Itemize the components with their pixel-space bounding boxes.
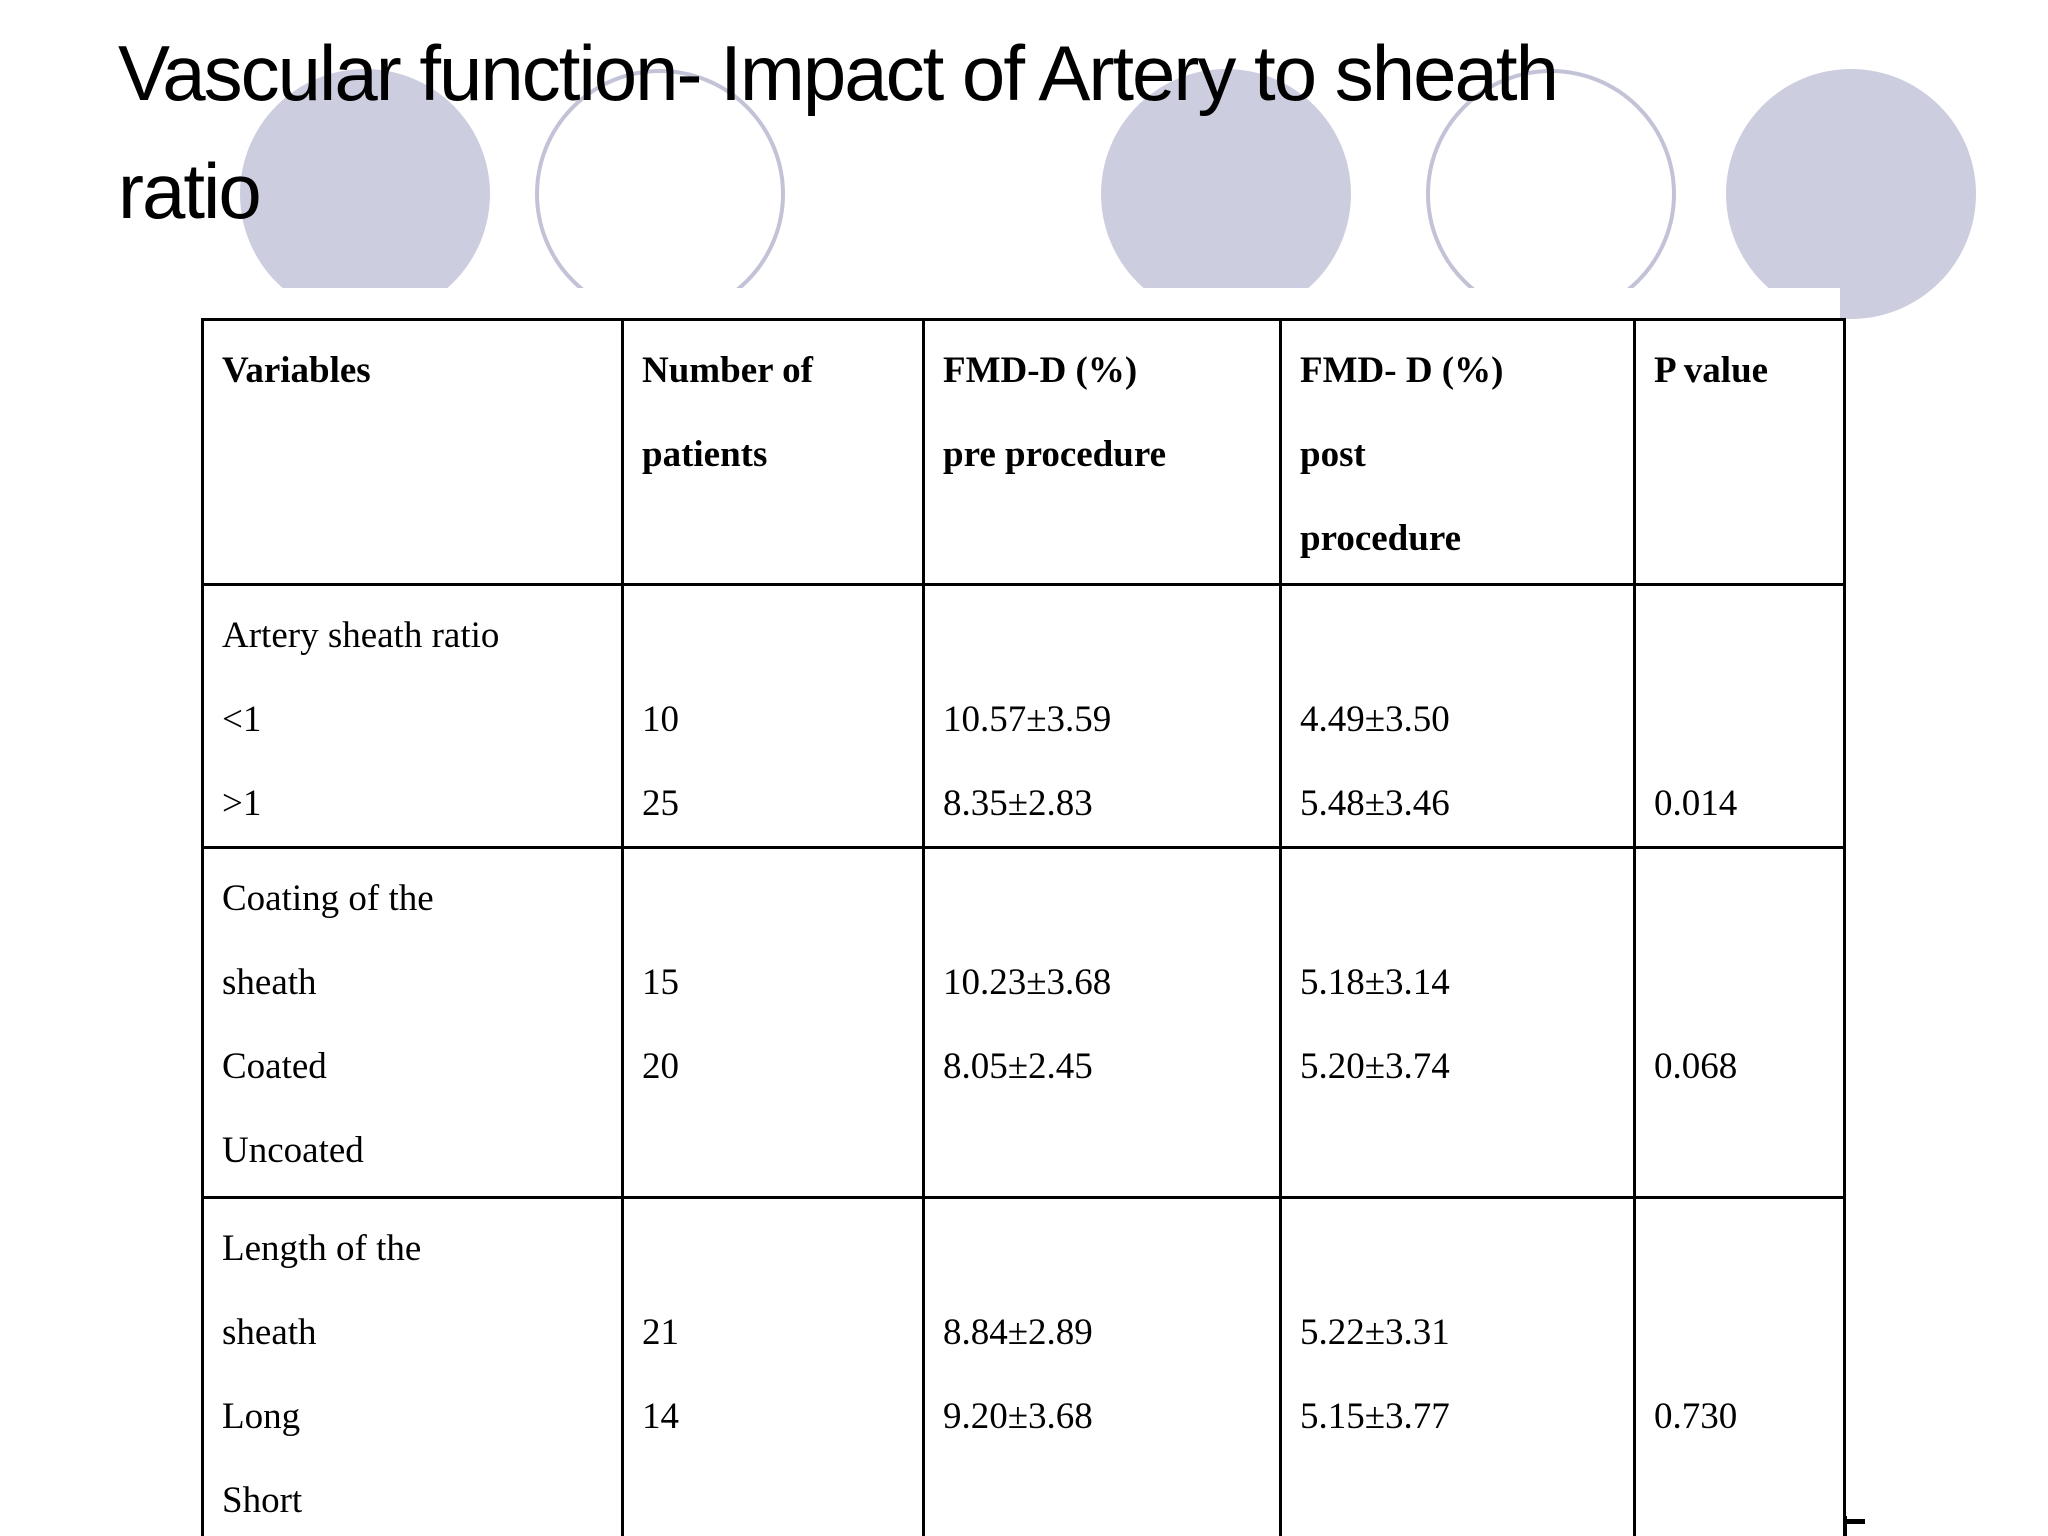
cell-fmd-pre: 8.84±2.89 9.20±3.68 bbox=[922, 1196, 1282, 1536]
cell-n-patients: 10 25 bbox=[621, 583, 925, 849]
cell-p-value: 0.014 bbox=[1633, 583, 1846, 849]
header-p-value: P value bbox=[1633, 318, 1846, 586]
header-number-of-patients: Number of patients bbox=[621, 318, 925, 586]
decorative-circle-filled bbox=[240, 69, 490, 319]
table-row-coating-of-sheath: Coating of the sheath Coated Uncoated 15… bbox=[201, 846, 1846, 1199]
decorative-circle-filled bbox=[1101, 69, 1351, 319]
cell-n-patients: 21 14 bbox=[621, 1196, 925, 1536]
table-row-artery-sheath-ratio: Artery sheath ratio <1 >1 10 25 10.57±3.… bbox=[201, 583, 1846, 849]
results-table: Variables Number of patients FMD-D (%) p… bbox=[201, 318, 1846, 1536]
cell-fmd-post: 5.18±3.14 5.20±3.74 bbox=[1279, 846, 1636, 1199]
decorative-circle-filled bbox=[1726, 69, 1976, 319]
header-fmd-pre: FMD-D (%) pre procedure bbox=[922, 318, 1282, 586]
table-header-row: Variables Number of patients FMD-D (%) p… bbox=[201, 318, 1846, 586]
cell-fmd-pre: 10.23±3.68 8.05±2.45 bbox=[922, 846, 1282, 1199]
cell-fmd-post: 4.49±3.50 5.48±3.46 bbox=[1279, 583, 1636, 849]
table-row-length-of-sheath: Length of the sheath Long Short 21 14 8.… bbox=[201, 1196, 1846, 1536]
cell-fmd-post: 5.22±3.31 5.15±3.77 bbox=[1279, 1196, 1636, 1536]
cell-variable: Length of the sheath Long Short bbox=[201, 1196, 624, 1536]
cell-fmd-pre: 10.57±3.59 8.35±2.83 bbox=[922, 583, 1282, 849]
cell-p-value: 0.730 bbox=[1633, 1196, 1846, 1536]
cell-variable: Coating of the sheath Coated Uncoated bbox=[201, 846, 624, 1199]
header-variables: Variables bbox=[201, 318, 624, 586]
cell-variable: Artery sheath ratio <1 >1 bbox=[201, 583, 624, 849]
cell-n-patients: 15 20 bbox=[621, 846, 925, 1199]
table-border-artifact-vertical bbox=[1843, 1516, 1847, 1536]
cell-p-value: 0.068 bbox=[1633, 846, 1846, 1199]
page-title: Vascular function- Impact of Artery to s… bbox=[118, 29, 1559, 235]
header-fmd-post: FMD- D (%) post procedure bbox=[1279, 318, 1636, 586]
table-border-artifact-tick bbox=[1843, 1519, 1865, 1524]
